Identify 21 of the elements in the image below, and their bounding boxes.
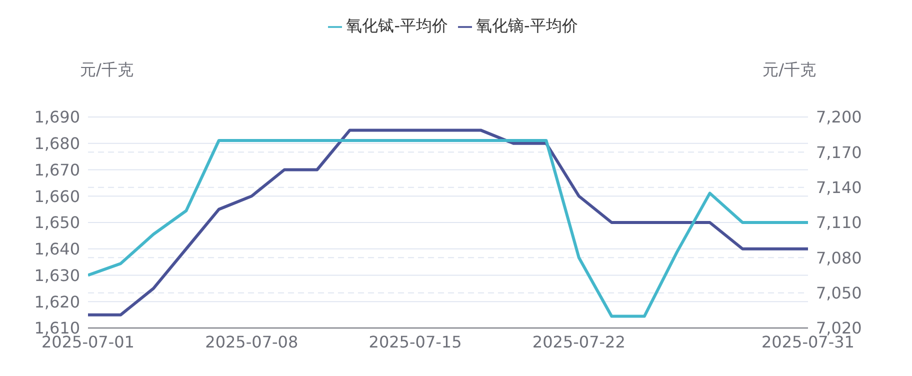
y2-tick-label: 7,170: [816, 142, 862, 162]
x-tick-label: 2025-07-22: [532, 332, 626, 352]
y2-axis-title: 元/千克: [762, 60, 816, 81]
y2-tick-label: 7,200: [816, 108, 862, 127]
y-tick-label: 1,680: [34, 134, 80, 154]
y-tick-label: 1,630: [34, 266, 80, 285]
y-tick-label: 1,670: [34, 160, 80, 180]
y-tick-label: 1,620: [34, 292, 80, 312]
y-tick-label: 1,650: [34, 213, 80, 232]
y2-tick-label: 7,080: [816, 248, 862, 268]
y2-tick-label: 7,140: [816, 178, 862, 198]
legend-label: 氧化镝-平均价: [476, 16, 578, 35]
x-tick-label: 2025-07-08: [205, 332, 298, 352]
y-tick-label: 1,640: [34, 240, 80, 259]
y2-tick-label: 7,050: [816, 284, 862, 303]
y-axis-title: 元/千克: [80, 60, 134, 81]
legend-label: 氧化铽-平均价: [346, 16, 448, 35]
y-tick-label: 1,690: [34, 108, 80, 127]
y-tick-label: 1,660: [34, 186, 80, 206]
y2-tick-label: 7,110: [816, 213, 862, 232]
x-tick-label: 2025-07-15: [368, 332, 462, 352]
